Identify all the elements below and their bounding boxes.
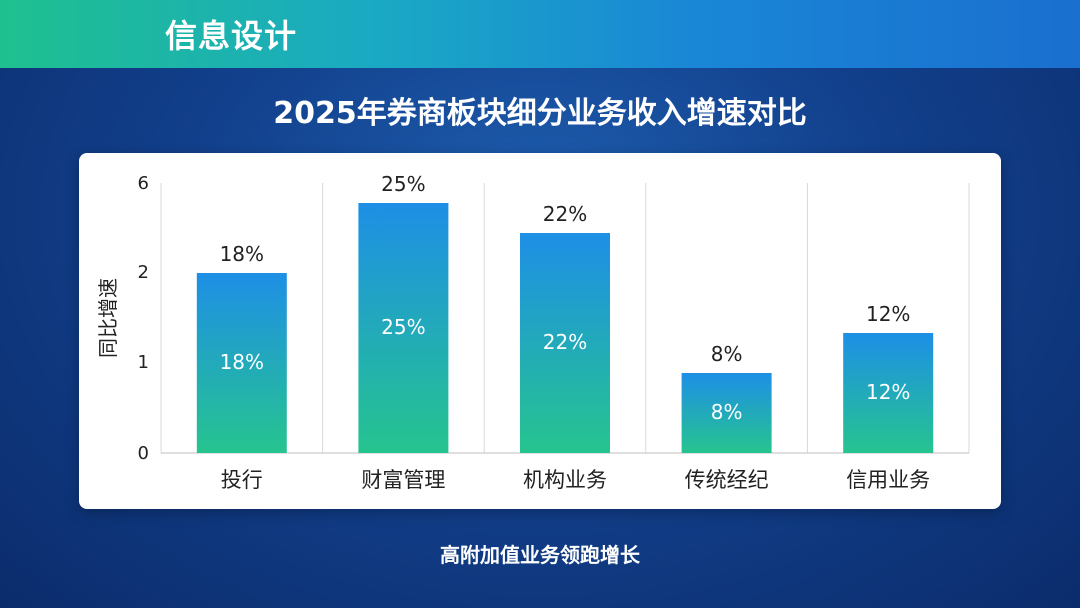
y-axis-label: 同比增速 xyxy=(96,278,120,358)
bar-inner-label: 12% xyxy=(866,380,910,404)
bar-value-label: 8% xyxy=(711,342,743,366)
bar xyxy=(196,273,287,453)
bar xyxy=(843,333,934,453)
bar-value-label: 25% xyxy=(381,172,425,196)
y-tick-label: 6 xyxy=(138,173,149,194)
x-tick-label: 传统经纪 xyxy=(685,468,769,492)
x-tick-label: 信用业务 xyxy=(846,468,930,492)
bar xyxy=(681,373,772,453)
x-tick-label: 投行 xyxy=(221,468,263,492)
bar xyxy=(358,203,449,453)
bar-inner-label: 18% xyxy=(220,350,264,374)
bar-value-label: 12% xyxy=(866,302,910,326)
y-tick-label: 0 xyxy=(138,443,149,464)
x-tick-label: 财富管理 xyxy=(361,468,445,492)
bar-value-label: 22% xyxy=(543,202,587,226)
bar-inner-label: 22% xyxy=(543,330,587,354)
header-label: 信息设计 xyxy=(165,17,298,55)
bar xyxy=(520,233,610,453)
y-tick-label: 2 xyxy=(138,262,149,283)
bar-inner-label: 8% xyxy=(711,400,743,424)
chart-title: 2025年券商板块细分业务收入增速对比 xyxy=(273,96,807,131)
bar-inner-label: 25% xyxy=(381,315,425,339)
x-tick-label: 机构业务 xyxy=(523,468,607,492)
chart-card: 0 1 2 6 同比增速 18% 18% 投行 25% 25% 财富管理 22% 22% 机构业务 8% 8%… xyxy=(79,153,1001,509)
y-tick-label: 1 xyxy=(138,352,149,373)
footer-note: 高附加值业务领跑增长 xyxy=(440,543,640,567)
header-band: 信息设计 xyxy=(0,0,1080,68)
bar-value-label: 18% xyxy=(220,242,264,266)
bar-chart: 0 1 2 6 同比增速 18% 18% 投行 25% 25% 财富管理 22% 22% 机构业务 8% 8%… xyxy=(96,172,970,492)
